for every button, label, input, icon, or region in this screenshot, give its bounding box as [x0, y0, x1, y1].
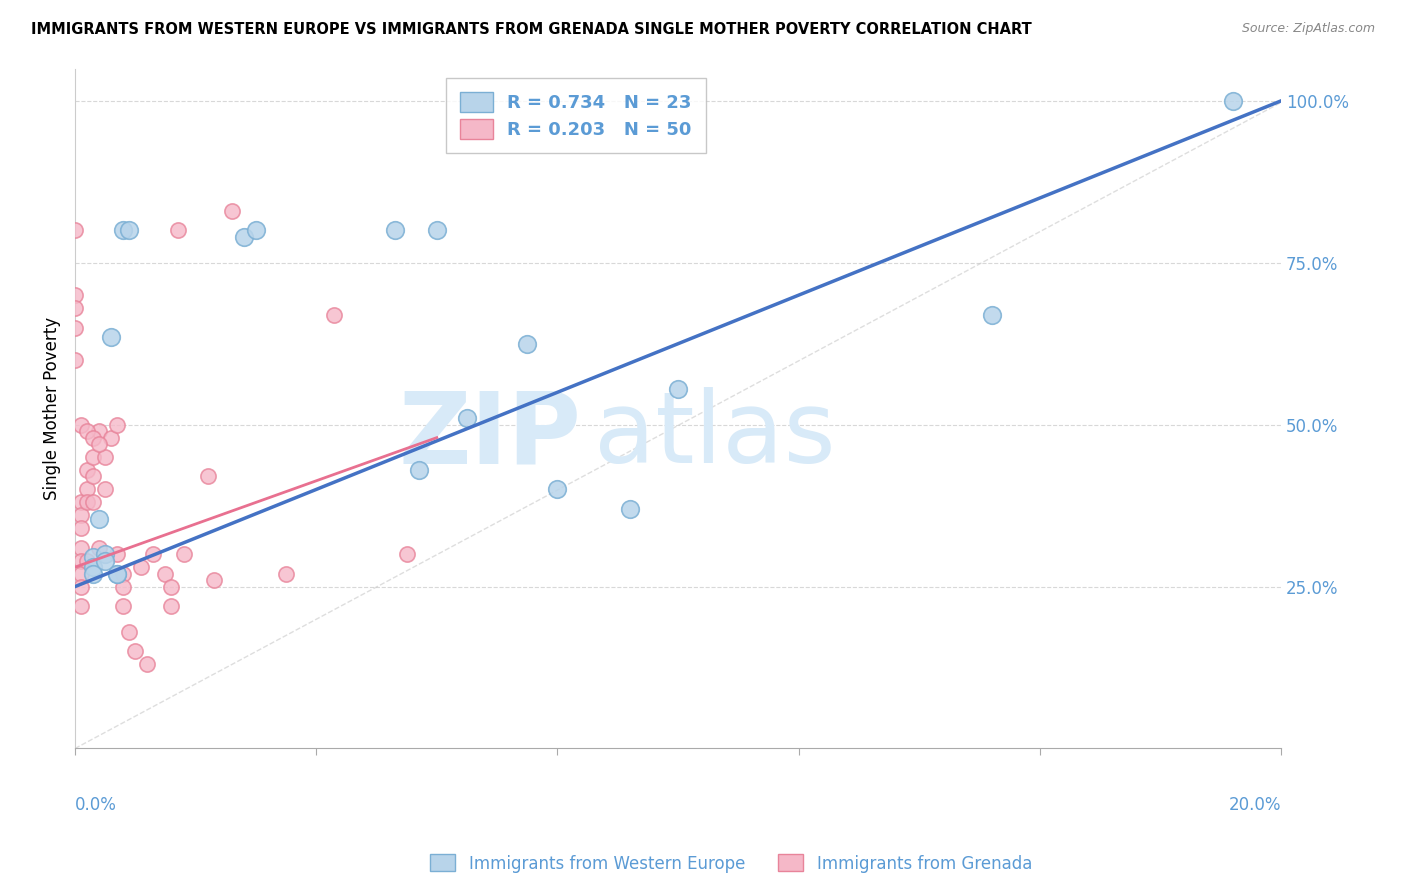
Point	[76, 483, 98, 497]
Point	[70, 495, 93, 509]
Point	[82, 469, 104, 483]
Legend: Immigrants from Western Europe, Immigrants from Grenada: Immigrants from Western Europe, Immigran…	[423, 847, 1039, 880]
Point	[89, 437, 111, 451]
Point	[100, 431, 122, 445]
Point	[232, 230, 254, 244]
Text: Source: ZipAtlas.com: Source: ZipAtlas.com	[1241, 22, 1375, 36]
Point	[105, 547, 128, 561]
Point	[395, 547, 418, 561]
Point	[221, 204, 243, 219]
Point	[89, 541, 111, 555]
Point	[94, 547, 117, 561]
Point	[112, 580, 135, 594]
Point	[105, 417, 128, 432]
Point	[112, 599, 135, 613]
Point	[160, 599, 183, 613]
Point	[76, 463, 98, 477]
Point	[70, 599, 93, 613]
Point	[82, 560, 104, 574]
Point	[89, 511, 111, 525]
Text: atlas: atlas	[593, 387, 835, 484]
Text: ZIP: ZIP	[399, 387, 582, 484]
Point	[70, 417, 93, 432]
Text: 0.0%: 0.0%	[75, 796, 117, 814]
Point	[197, 469, 219, 483]
Point	[70, 566, 93, 581]
Point	[124, 644, 146, 658]
Point	[245, 223, 267, 237]
Point	[323, 308, 346, 322]
Point	[408, 463, 430, 477]
Point	[155, 566, 177, 581]
Point	[89, 424, 111, 438]
Point	[70, 508, 93, 523]
Point	[112, 566, 135, 581]
Point	[82, 431, 104, 445]
Point	[63, 223, 86, 237]
Point	[274, 566, 297, 581]
Point	[63, 320, 86, 334]
Point	[112, 223, 135, 237]
Text: 20.0%: 20.0%	[1229, 796, 1281, 814]
Point	[82, 566, 104, 581]
Point	[94, 554, 117, 568]
Point	[105, 566, 128, 581]
Text: IMMIGRANTS FROM WESTERN EUROPE VS IMMIGRANTS FROM GRENADA SINGLE MOTHER POVERTY : IMMIGRANTS FROM WESTERN EUROPE VS IMMIGR…	[31, 22, 1032, 37]
Point	[202, 573, 225, 587]
Legend: R = 0.734   N = 23, R = 0.203   N = 50: R = 0.734 N = 23, R = 0.203 N = 50	[446, 78, 706, 153]
Point	[82, 495, 104, 509]
Point	[516, 336, 538, 351]
Point	[63, 288, 86, 302]
Point	[63, 353, 86, 368]
Point	[63, 301, 86, 315]
Point	[980, 308, 1002, 322]
Point	[118, 624, 141, 639]
Point	[82, 550, 104, 565]
Point	[100, 330, 122, 344]
Point	[70, 521, 93, 535]
Point	[160, 580, 183, 594]
Point	[173, 547, 195, 561]
Point	[118, 223, 141, 237]
Point	[105, 566, 128, 581]
Point	[384, 223, 406, 237]
Point	[70, 554, 93, 568]
Point	[131, 560, 153, 574]
Point	[546, 483, 568, 497]
Point	[166, 223, 188, 237]
Point	[456, 411, 478, 425]
Point	[666, 382, 689, 396]
Point	[76, 554, 98, 568]
Point	[70, 541, 93, 555]
Y-axis label: Single Mother Poverty: Single Mother Poverty	[44, 317, 60, 500]
Point	[142, 547, 165, 561]
Point	[82, 450, 104, 464]
Point	[1222, 94, 1244, 108]
Point	[94, 450, 117, 464]
Point	[70, 580, 93, 594]
Point	[76, 424, 98, 438]
Point	[94, 483, 117, 497]
Point	[76, 495, 98, 509]
Point	[426, 223, 449, 237]
Point	[136, 657, 159, 672]
Point	[619, 501, 641, 516]
